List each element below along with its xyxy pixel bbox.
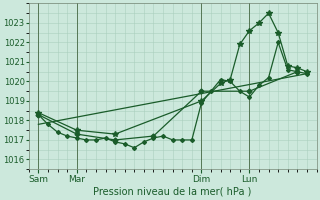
X-axis label: Pression niveau de la mer( hPa ): Pression niveau de la mer( hPa ) [93, 187, 252, 197]
